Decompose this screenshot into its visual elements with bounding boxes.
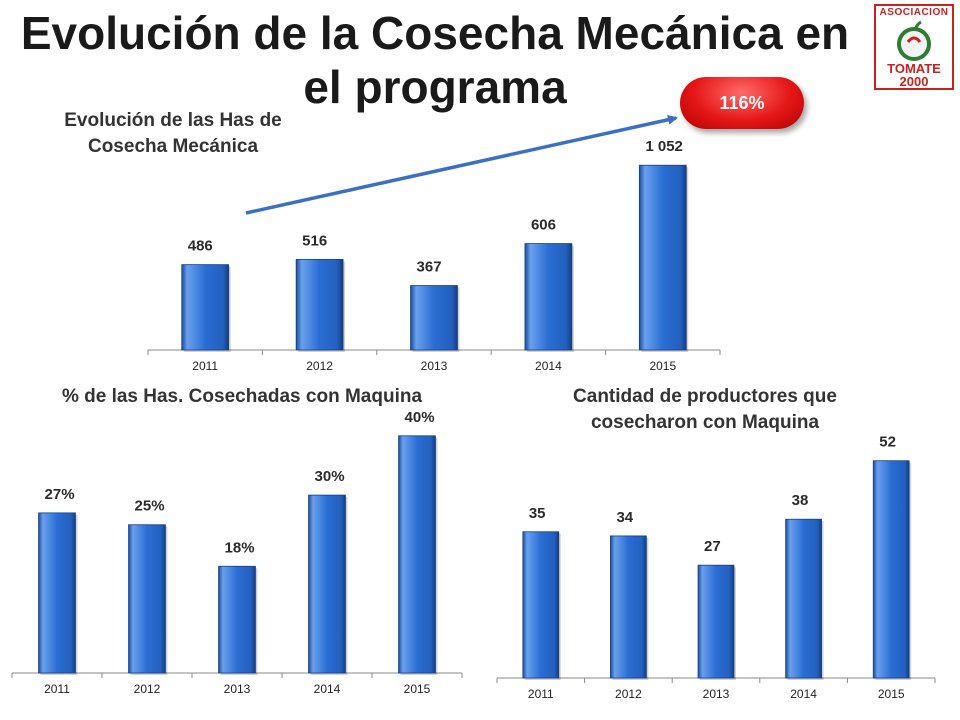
chart3-bar-2015 [872, 460, 910, 679]
chart1-x-tick-label-2015: 2015 [649, 359, 676, 373]
chart1-x-tick-label-2014: 2014 [535, 359, 562, 373]
chart2-title: % de las Has. Cosechadas con Maquina [61, 386, 423, 407]
chart2-x-tick-label-2015: 2015 [404, 682, 431, 696]
chart3-bar-2014 [785, 518, 822, 679]
chart3-x-tick-label-2012: 2012 [615, 687, 642, 701]
chart3-x-tick-label-2013: 2013 [703, 687, 730, 701]
chart2-x-tick-label-2012: 2012 [134, 682, 161, 696]
chart2-bar-2012 [128, 524, 166, 674]
chart1-data-label-2011: 486 [188, 238, 213, 255]
chart2-bar-2013 [218, 565, 256, 674]
chart3-x-tick-label-2015: 2015 [878, 687, 905, 701]
chart1-title: Evolución de las Has de Cosecha Mecánica [64, 110, 282, 157]
chart2-bar-2011 [38, 512, 76, 674]
chart3-data-label-2013: 27 [704, 538, 721, 555]
chart1-data-label-2012: 516 [302, 232, 327, 249]
chart1-bar-2013 [410, 285, 458, 351]
chart3-title: Cantidad de productores que cosecharon c… [573, 386, 837, 433]
chart2-data-label-2013: 18% [225, 539, 255, 556]
chart1-bar-2012 [295, 258, 344, 351]
chart2-data-label-2012: 25% [135, 498, 165, 515]
chart1-bar-2015 [638, 164, 687, 351]
chart2-data-label-2015: 40% [405, 409, 435, 426]
chart3-bar-2013 [697, 564, 735, 679]
chart2-x-tick-label-2011: 2011 [44, 682, 70, 696]
chart3-bar-2011 [522, 531, 560, 679]
chart1-data-label-2014: 606 [531, 217, 556, 234]
chart1-data-label-2013: 367 [417, 259, 442, 276]
tomate-2000-logo: ASOCIACION TOMATE 2000 [874, 4, 954, 90]
chart3-data-label-2012: 34 [616, 509, 633, 526]
chart2-data-label-2011: 27% [45, 486, 75, 503]
chart3-bar-2012 [610, 535, 647, 679]
page-title: Evolución de la Cosecha Mecánica en el p… [20, 7, 850, 113]
chart2-x-tick-label-2013: 2013 [224, 682, 251, 696]
chart1-data-label-2015: 1 052 [645, 138, 683, 155]
chart1-x-tick-label-2012: 2012 [306, 359, 333, 373]
chart2-data-label-2014: 30% [315, 468, 345, 485]
chart3-data-label-2011: 35 [529, 505, 546, 522]
chart3-data-label-2015: 52 [879, 434, 896, 451]
chart2-x-tick-label-2014: 2014 [314, 682, 341, 696]
chart3-x-tick-label-2011: 2011 [528, 687, 554, 701]
chart2-bar-2015 [398, 435, 436, 674]
chart3-data-label-2014: 38 [792, 492, 809, 509]
chart2-bar-2014 [308, 494, 346, 674]
chart1-bar-2014 [524, 243, 573, 351]
chart1-x-tick-label-2011: 2011 [192, 359, 218, 373]
chart1-bar-2011 [181, 264, 230, 351]
growth-badge: 116% [680, 77, 804, 129]
chart3-x-tick-label-2014: 2014 [790, 687, 817, 701]
chart1-x-tick-label-2013: 2013 [421, 359, 448, 373]
growth-arrow [245, 114, 678, 215]
